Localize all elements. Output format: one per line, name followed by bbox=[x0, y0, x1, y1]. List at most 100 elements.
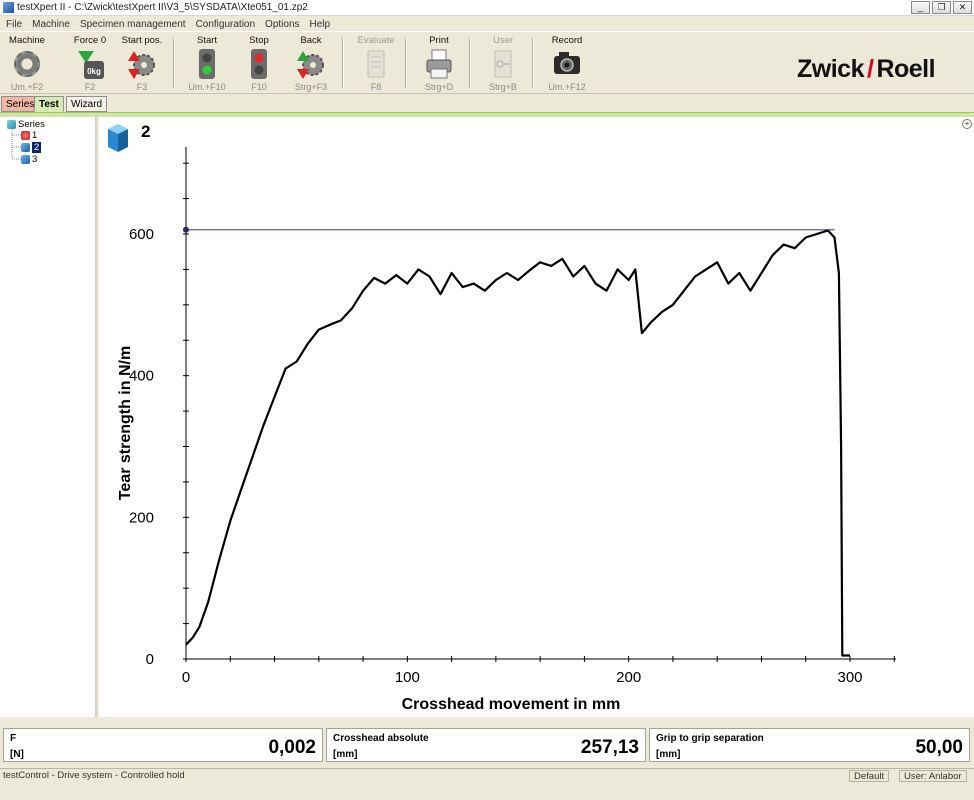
tree-item-2[interactable]: 2 bbox=[21, 142, 42, 153]
tree-item-label: 1 bbox=[32, 130, 38, 141]
zoom-button[interactable]: + bbox=[962, 119, 972, 129]
specimen-blue-icon bbox=[21, 143, 30, 152]
force-zero-icon: 0kg bbox=[72, 47, 108, 81]
x-tick-label: 300 bbox=[837, 669, 862, 686]
status-user: User: Anlabor bbox=[899, 770, 967, 782]
crosshead-unit: [mm] bbox=[333, 749, 358, 760]
force-zero-label: Force 0 bbox=[73, 35, 107, 46]
specimen-red-icon bbox=[21, 131, 30, 140]
title-bar: testXpert II - C:\Zwick\testXpert II\V3_… bbox=[0, 0, 974, 16]
force-zero-shortcut: F2 bbox=[84, 82, 96, 92]
x-tick-label: 0 bbox=[182, 669, 190, 686]
y-tick-label: 0 bbox=[146, 651, 154, 668]
window-controls: _ ❐ ✕ bbox=[911, 1, 972, 14]
record-shortcut: Um.+F12 bbox=[548, 82, 586, 92]
tab-accent-line bbox=[0, 112, 974, 117]
tree-item-1[interactable]: 1 bbox=[21, 130, 37, 141]
grip-separation-value: 50,00 bbox=[915, 737, 963, 758]
menu-configuration[interactable]: Configuration bbox=[195, 18, 256, 30]
grip-separation-name: Grip to grip separation bbox=[656, 733, 764, 744]
print-button[interactable]: Print Strg+D bbox=[410, 35, 468, 92]
menu-machine[interactable]: Machine bbox=[32, 18, 70, 30]
y-tick-label: 600 bbox=[129, 226, 154, 243]
status-bar: testControl - Drive system - Controlled … bbox=[0, 768, 974, 782]
force-value: 0,002 bbox=[268, 737, 316, 758]
view-tabs: Series Test Wizard bbox=[0, 95, 974, 112]
tab-test[interactable]: Test bbox=[34, 96, 64, 112]
back-shortcut: Strg+F3 bbox=[294, 82, 328, 92]
start-position-button[interactable]: Start pos. F3 bbox=[113, 35, 171, 92]
tree-item-3[interactable]: 3 bbox=[21, 154, 37, 165]
y-tick-label: 400 bbox=[129, 368, 154, 385]
tab-wizard[interactable]: Wizard bbox=[66, 96, 108, 112]
evaluate-label: Evaluate bbox=[357, 35, 395, 46]
logo-right-text: Roell bbox=[876, 55, 936, 83]
gear-icon bbox=[9, 47, 45, 81]
start-label: Start bbox=[196, 35, 218, 46]
tree-item-label: 2 bbox=[32, 142, 42, 153]
x-tick-label: 200 bbox=[616, 669, 641, 686]
y-tick-label: 200 bbox=[129, 509, 154, 526]
stop-label: Stop bbox=[249, 35, 269, 46]
tear-strength-chart: 0 200 400 600 0 100 200 300 Tear strength in N… bbox=[117, 147, 896, 713]
record-label: Record bbox=[551, 35, 583, 46]
camera-icon bbox=[549, 47, 585, 81]
machine-button[interactable]: Machine Um.+F2 bbox=[0, 35, 56, 92]
user-key-icon bbox=[485, 47, 521, 81]
evaluate-icon bbox=[358, 47, 394, 81]
grip-separation-value-box: Grip to grip separation [mm] 50,00 bbox=[649, 728, 970, 762]
x-tick-label: 100 bbox=[395, 669, 420, 686]
stop-button[interactable]: Stop F10 bbox=[230, 35, 288, 92]
evaluate-button[interactable]: Evaluate F8 bbox=[347, 35, 405, 92]
back-button[interactable]: Back Strg+F3 bbox=[282, 35, 340, 92]
start-position-label: Start pos. bbox=[121, 35, 163, 46]
y-axis-label: Tear strength in N/m bbox=[117, 346, 134, 500]
start-shortcut: Um.+F10 bbox=[188, 82, 226, 92]
crosshead-value-box: Crosshead absolute [mm] 257,13 bbox=[326, 728, 646, 762]
menu-options[interactable]: Options bbox=[265, 18, 300, 30]
live-values-panel: F [N] 0,002 Crosshead absolute [mm] 257,… bbox=[0, 725, 974, 765]
specimen-blue-icon bbox=[21, 155, 30, 164]
force-zero-button[interactable]: Force 0 0kg F2 bbox=[61, 35, 119, 92]
specimen-cube-icon bbox=[108, 124, 128, 152]
start-position-shortcut: F3 bbox=[136, 82, 148, 92]
back-icon bbox=[293, 47, 329, 81]
app-icon bbox=[3, 2, 14, 13]
menu-file[interactable]: File bbox=[6, 18, 23, 30]
close-button[interactable]: ✕ bbox=[953, 1, 972, 14]
tree-root-series[interactable]: Series bbox=[7, 119, 45, 130]
user-label: User bbox=[492, 35, 514, 46]
grip-separation-unit: [mm] bbox=[656, 749, 681, 760]
specimen-number: 2 bbox=[141, 122, 151, 141]
print-shortcut: Strg+D bbox=[424, 82, 454, 92]
stop-shortcut: F10 bbox=[251, 82, 267, 92]
toolbar: Machine Um.+F2 Force 0 0kg F2 Start pos. bbox=[0, 31, 974, 94]
start-button[interactable]: Start Um.+F10 bbox=[178, 35, 236, 92]
user-shortcut: Strg+B bbox=[489, 82, 517, 92]
traffic-light-red-icon bbox=[241, 47, 277, 81]
back-label: Back bbox=[300, 35, 322, 46]
graph-pane: + 2 0 200 400 600 0 100 200 300 Tear strength … bbox=[99, 117, 974, 717]
traffic-light-green-icon bbox=[189, 47, 225, 81]
logo-slash: / bbox=[866, 55, 874, 83]
status-text: testControl - Drive system - Controlled … bbox=[3, 770, 185, 781]
zwick-roell-logo: Zwick / Roell bbox=[797, 55, 936, 84]
crosshead-name: Crosshead absolute bbox=[333, 733, 429, 744]
x-axis-label: Crosshead movement in mm bbox=[402, 696, 621, 713]
series-folder-icon bbox=[7, 120, 16, 129]
restore-button[interactable]: ❐ bbox=[932, 1, 951, 14]
machine-label: Machine bbox=[9, 35, 45, 46]
svg-text:0kg: 0kg bbox=[87, 67, 101, 76]
menu-bar: File Machine Specimen management Configu… bbox=[0, 17, 974, 31]
force-value-box: F [N] 0,002 bbox=[3, 728, 323, 762]
record-button[interactable]: Record Um.+F12 bbox=[538, 35, 596, 92]
status-default: Default bbox=[849, 770, 890, 782]
menu-help[interactable]: Help bbox=[309, 18, 331, 30]
minimize-button[interactable]: _ bbox=[911, 1, 930, 14]
menu-specimen-management[interactable]: Specimen management bbox=[79, 18, 186, 30]
start-position-icon bbox=[124, 47, 160, 81]
crosshead-value: 257,13 bbox=[580, 737, 639, 758]
printer-icon bbox=[421, 47, 457, 81]
user-button[interactable]: User Strg+B bbox=[474, 35, 532, 92]
